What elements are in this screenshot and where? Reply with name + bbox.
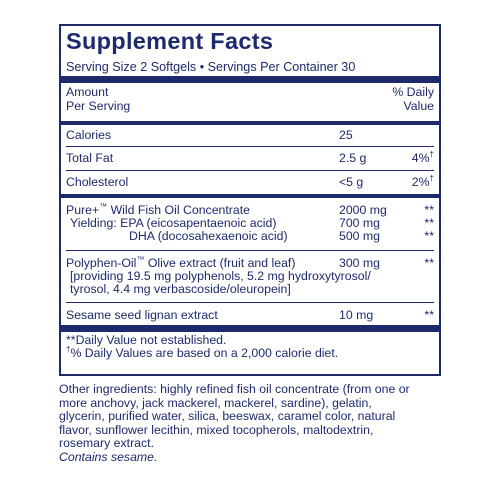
nutrient-name: Total Fat: [66, 151, 114, 165]
nutrient-name: Polyphen-Oil™ Olive extract (fruit and l…: [66, 254, 296, 270]
nutrient-daily-value: 4%†: [411, 149, 434, 165]
nutrient-amount: 700 mg: [339, 216, 381, 230]
divider-medium: [61, 194, 439, 198]
serving-info: Serving Size 2 Softgels • Servings Per C…: [66, 60, 356, 74]
polyphen-detail-2: tyrosol, 4.4 mg verbascoside/oleuropein]: [70, 282, 291, 296]
footnotes: **Daily Value not established. †% Daily …: [66, 332, 434, 360]
nutrient-amount: 500 mg: [339, 229, 381, 243]
amount-header: Amount Per Serving: [66, 85, 131, 113]
nutrient-daily-value: 2%†: [411, 173, 434, 189]
nutrient-name: DHA (docosahexaenoic acid): [129, 229, 288, 243]
nutrient-name: Pure+™ Wild Fish Oil Concentrate: [66, 201, 250, 217]
other-ingredients: Other ingredients: highly refined fish o…: [59, 382, 444, 464]
nutrient-amount: 25: [339, 128, 353, 142]
row-cholesterol: Cholesterol <5 g 2%†: [66, 171, 434, 194]
row-fish-oil: Pure+™ Wild Fish Oil Concentrate 2000 mg…: [66, 201, 434, 217]
daily-value-header: % Daily Value: [392, 85, 434, 113]
fish-oil-group: Pure+™ Wild Fish Oil Concentrate 2000 mg…: [66, 198, 434, 250]
divider-thick: [61, 325, 439, 332]
nutrient-name: Calories: [66, 128, 112, 142]
other-ingredients-line: flavor, sunflower lecithin, mixed tocoph…: [59, 422, 374, 437]
nutrient-amount: 2.5 g: [339, 151, 367, 165]
row-sesame: Sesame seed lignan extract 10 mg **: [66, 303, 434, 325]
nutrient-name: Cholesterol: [66, 175, 129, 189]
polyphen-group: Polyphen-Oil™ Olive extract (fruit and l…: [66, 251, 434, 302]
divider-thick: [61, 76, 439, 83]
nutrient-daily-value: **: [424, 229, 434, 243]
other-ingredients-line: glycerin, purified water, silica, beeswa…: [59, 409, 396, 423]
nutrient-daily-value: **: [424, 256, 434, 270]
other-ingredients-line: rosemary extract.: [59, 436, 154, 450]
nutrient-daily-value: **: [424, 308, 434, 322]
nutrient-daily-value: **: [424, 216, 434, 230]
panel-title: Supplement Facts: [66, 28, 274, 54]
divider-medium: [61, 121, 439, 125]
nutrient-name: Yielding: EPA (eicosapentaenoic acid): [70, 216, 277, 230]
other-ingredients-line: Other ingredients: highly refined fish o…: [59, 382, 410, 396]
nutrient-name: Sesame seed lignan extract: [66, 308, 218, 322]
divider-thin: [66, 302, 434, 303]
nutrient-daily-value: **: [424, 203, 434, 217]
row-total-fat: Total Fat 2.5 g 4%†: [66, 147, 434, 170]
divider-thin: [66, 170, 434, 171]
other-ingredients-line: more anchovy, jack mackerel, mackerel, s…: [59, 395, 372, 410]
row-calories: Calories 25: [66, 125, 434, 146]
nutrient-amount: <5 g: [339, 175, 364, 189]
allergen-statement: Contains sesame.: [59, 449, 158, 464]
row-polyphen: Polyphen-Oil™ Olive extract (fruit and l…: [66, 254, 434, 270]
column-header: Amount Per Serving % Daily Value: [66, 83, 434, 121]
supplement-facts-panel: Supplement Facts Serving Size 2 Softgels…: [59, 24, 441, 376]
divider-thin: [66, 146, 434, 147]
polyphen-detail-1: [providing 19.5 mg polyphenols, 5.2 mg h…: [70, 269, 371, 283]
row-epa: Yielding: EPA (eicosapentaenoic acid) 70…: [66, 216, 434, 230]
footnote-dv-basis: †% Daily Values are based on a 2,000 cal…: [66, 344, 339, 360]
row-dha: DHA (docosahexaenoic acid) 500 mg **: [66, 229, 434, 243]
nutrient-amount: 10 mg: [339, 308, 374, 322]
nutrient-amount: 2000 mg: [339, 203, 387, 217]
nutrient-amount: 300 mg: [339, 256, 381, 270]
footnote-dv-not-established: **Daily Value not established.: [66, 333, 227, 347]
divider-thin: [66, 250, 434, 251]
